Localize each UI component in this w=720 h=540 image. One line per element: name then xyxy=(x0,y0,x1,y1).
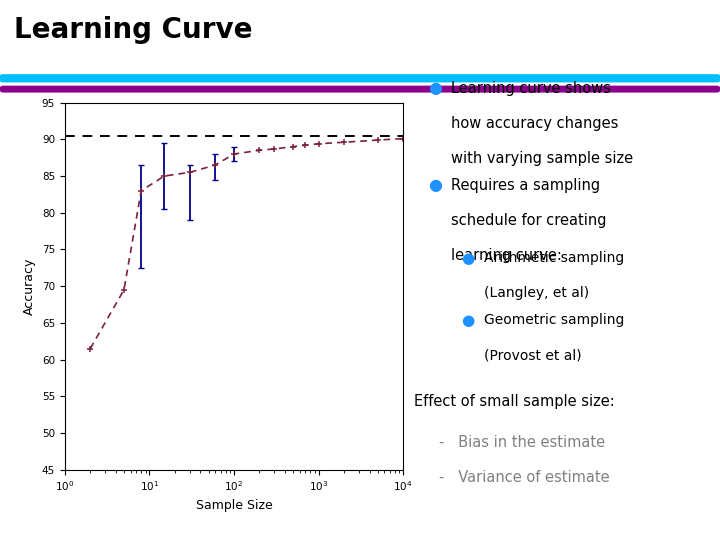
Text: how accuracy changes: how accuracy changes xyxy=(451,116,618,131)
Text: ●: ● xyxy=(461,251,474,266)
Text: (Langley, et al): (Langley, et al) xyxy=(484,286,589,300)
Text: -   Variance of estimate: - Variance of estimate xyxy=(439,470,610,485)
Text: Learning Curve: Learning Curve xyxy=(14,16,253,44)
Text: Learning curve shows: Learning curve shows xyxy=(451,81,611,96)
Text: with varying sample size: with varying sample size xyxy=(451,151,634,166)
Text: (Provost et al): (Provost et al) xyxy=(484,348,582,362)
Text: learning curve:: learning curve: xyxy=(451,248,562,264)
Text: Arithmetic sampling: Arithmetic sampling xyxy=(484,251,624,265)
Text: ●: ● xyxy=(428,81,442,96)
Text: Requires a sampling: Requires a sampling xyxy=(451,178,600,193)
Text: Effect of small sample size:: Effect of small sample size: xyxy=(414,394,615,409)
Text: -   Bias in the estimate: - Bias in the estimate xyxy=(439,435,606,450)
Text: Geometric sampling: Geometric sampling xyxy=(484,313,624,327)
Text: ●: ● xyxy=(428,178,442,193)
Text: schedule for creating: schedule for creating xyxy=(451,213,607,228)
Y-axis label: Accuracy: Accuracy xyxy=(23,258,36,315)
X-axis label: Sample Size: Sample Size xyxy=(196,499,272,512)
Text: ●: ● xyxy=(461,313,474,328)
